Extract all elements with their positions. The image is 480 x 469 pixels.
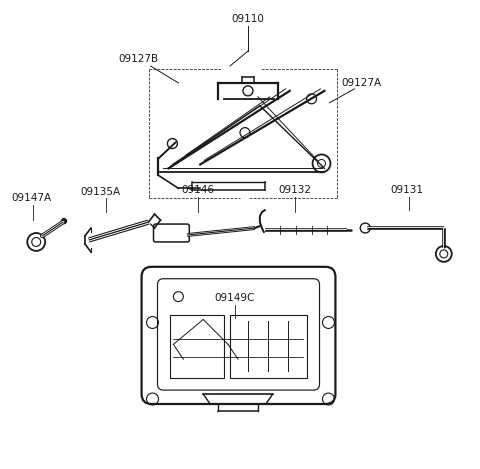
Text: 09131: 09131	[391, 185, 423, 195]
Text: 09135A: 09135A	[81, 187, 121, 197]
Text: 09146: 09146	[182, 185, 215, 195]
Text: 09147A: 09147A	[11, 193, 51, 203]
Text: 09149C: 09149C	[215, 293, 255, 303]
Text: 09110: 09110	[231, 14, 264, 24]
Text: 09127A: 09127A	[341, 78, 381, 88]
Circle shape	[61, 219, 67, 224]
Text: 09127B: 09127B	[119, 54, 159, 64]
Text: 09132: 09132	[278, 185, 311, 195]
